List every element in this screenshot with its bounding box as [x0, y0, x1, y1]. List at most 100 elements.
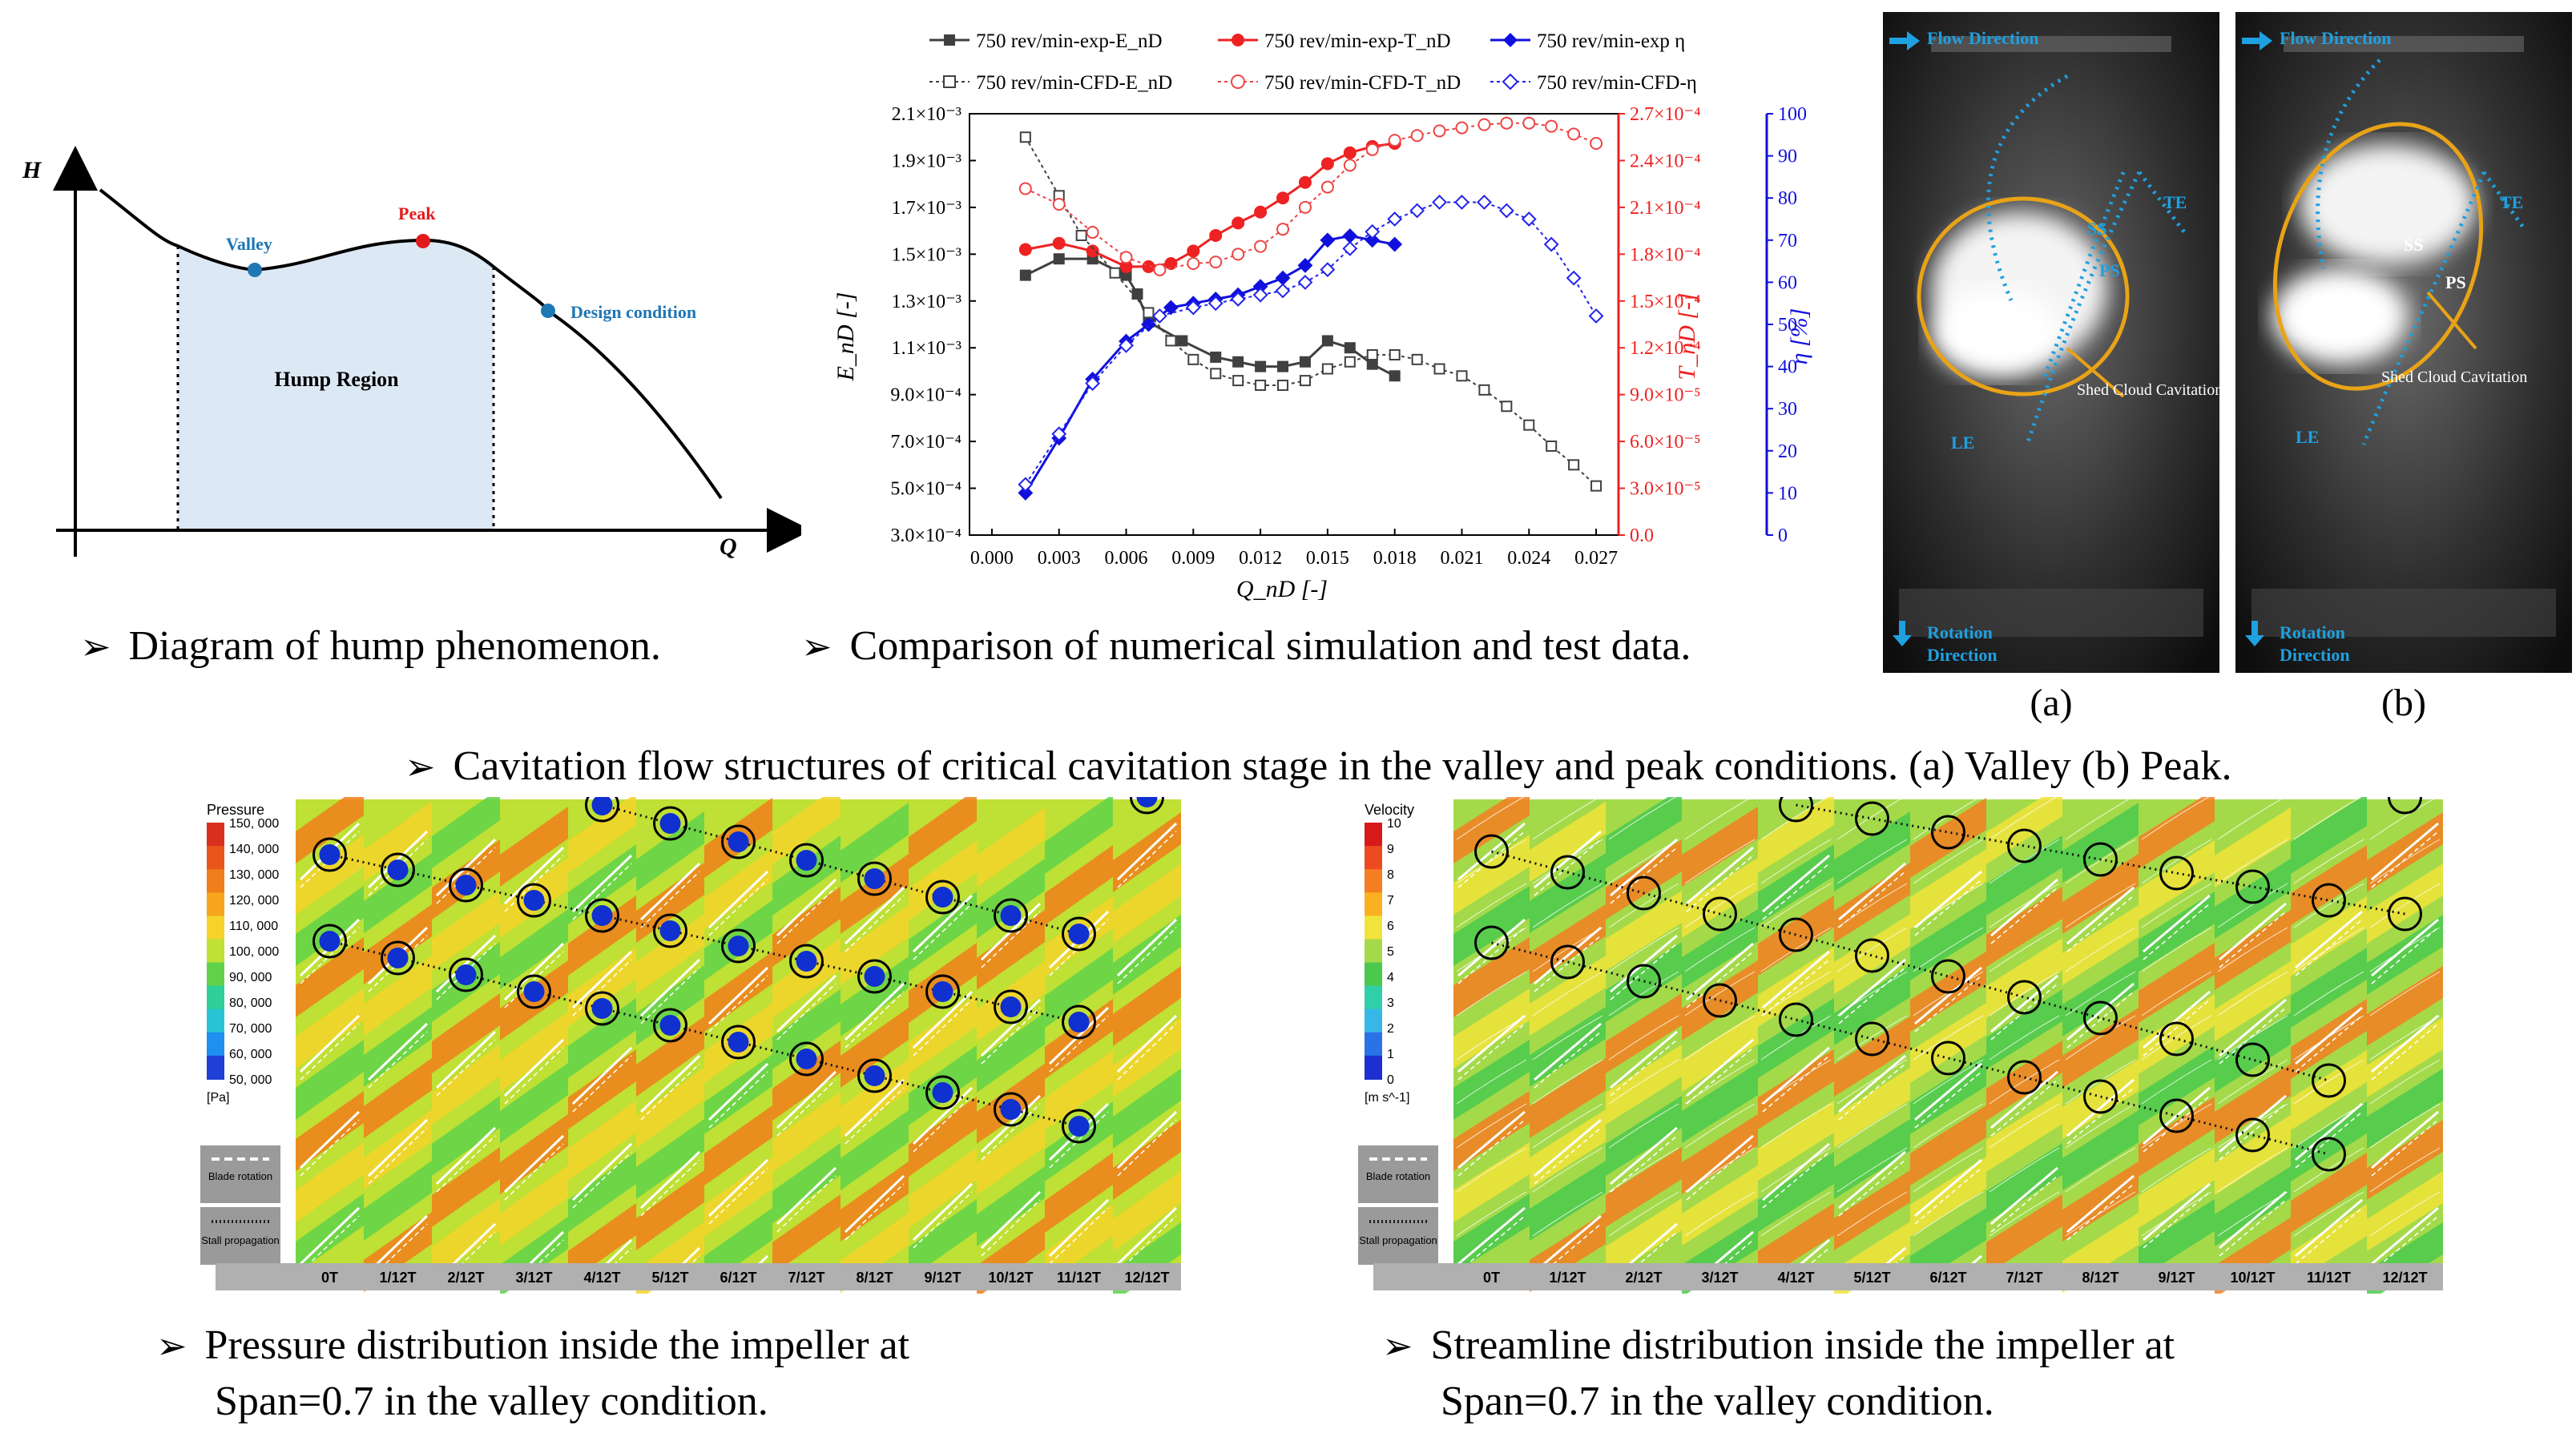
series-3-point: [1389, 348, 1401, 360]
blade: [1534, 1214, 1602, 1274]
series-2-point: [1297, 257, 1313, 273]
stall-cell-marker: [1062, 1109, 1096, 1144]
ss-label: SS: [2087, 219, 2106, 239]
blade: [1457, 1110, 1526, 1169]
colorbar-level: 120, 000: [229, 894, 279, 908]
low-pressure-cell: [1000, 1099, 1022, 1120]
svg-text:750 rev/min-exp-E_nD: 750 rev/min-exp-E_nD: [976, 30, 1163, 52]
series-3-point: [1255, 379, 1267, 391]
series-5-point: [1085, 376, 1101, 392]
colorbar-level: 150, 000: [229, 817, 279, 831]
stall-cell-marker: [2083, 1079, 2118, 1114]
caption-pressure-line2: Span=0.7 in the valley condition.: [215, 1379, 768, 1424]
time-frame: 3/12T: [500, 799, 568, 1294]
blade: [2143, 990, 2211, 1049]
series-line-3: [1024, 136, 1597, 487]
series-5-point: [1151, 308, 1167, 324]
stall-cell-marker: [653, 913, 687, 948]
colorbar-level: 130, 000: [229, 868, 279, 882]
stall-cell-marker: [2235, 1042, 2270, 1077]
time-label: 2/12T: [1625, 1270, 1662, 1286]
y-right2-tick-label: 0: [1778, 525, 1788, 546]
blade: [912, 1182, 974, 1242]
series-1-point: [1232, 216, 1245, 230]
y-right2-tick-label: 80: [1778, 188, 1797, 209]
series-4-point: [1153, 263, 1167, 276]
y-right2-tick-label: 90: [1778, 147, 1797, 167]
series-4-point: [1320, 180, 1334, 194]
time-label: 0T: [1483, 1270, 1500, 1286]
series-4-point: [1477, 118, 1491, 131]
blade: [1914, 870, 1982, 929]
valley-label: Valley: [226, 234, 272, 254]
low-pressure-cell: [932, 887, 953, 908]
series-line-5: [1024, 201, 1597, 485]
stall-cell-marker: [2083, 1000, 2118, 1036]
time-frame: 10/12T: [977, 799, 1045, 1294]
colorbar-level: 4: [1387, 971, 1394, 984]
time-frame: 2/12T: [432, 797, 500, 1290]
blade: [2295, 910, 2363, 969]
series-0-point: [1366, 358, 1378, 370]
x-tick-label: 0.015: [1306, 548, 1349, 569]
low-pressure-cell: [1000, 905, 1022, 926]
stall-track: [1796, 803, 2405, 916]
blade: [2371, 822, 2439, 881]
time-label: 9/12T: [924, 1270, 961, 1286]
colorbar-level: 100, 000: [229, 945, 279, 959]
stall-cell-marker: [789, 1041, 824, 1077]
stall-cell-marker: [1779, 917, 1813, 952]
series-2-point: [1018, 485, 1034, 501]
blade: [299, 1206, 361, 1266]
series-3-point: [1143, 307, 1155, 319]
blade: [912, 990, 974, 1049]
x-tick-label: 0.009: [1171, 548, 1215, 569]
x-tick-label: 0.000: [970, 548, 1014, 569]
colorbar-level: 110, 000: [229, 920, 278, 933]
time-label: 1/12T: [379, 1270, 416, 1286]
time-label: 12/12T: [1124, 1270, 1169, 1286]
y-right2-tick-label: 30: [1778, 399, 1797, 420]
series-line-1: [1025, 142, 1395, 268]
low-pressure-cell: [659, 920, 681, 941]
series-0-point: [1053, 253, 1065, 265]
series-2-point: [1387, 236, 1403, 252]
stall-cell-marker: [585, 797, 619, 823]
stall-cell-marker: [312, 924, 347, 959]
blade: [776, 1166, 837, 1226]
time-label: 0T: [321, 1270, 338, 1286]
stall-cell-marker: [2312, 1063, 2346, 1098]
peak-point: [416, 234, 430, 248]
time-frame: 4/12T: [1758, 797, 1834, 1294]
peak-label: Peak: [398, 203, 436, 223]
series-3-point: [1232, 375, 1244, 387]
y-right1-tick-label: 6.0×10⁻⁵: [1630, 432, 1701, 453]
series-5-point: [1230, 292, 1246, 307]
stall-cell-marker: [517, 883, 551, 918]
series-4-point: [1522, 116, 1536, 130]
colorbar-level: 70, 000: [229, 1022, 272, 1036]
blade: [1914, 966, 1982, 1025]
stall-cell-marker: [2235, 1117, 2270, 1153]
time-label: 7/12T: [788, 1270, 824, 1286]
legend-blade-rotation: Blade rotation: [1366, 1170, 1430, 1182]
blade: [2066, 886, 2135, 945]
y-right2-tick-label: 70: [1778, 231, 1797, 252]
caption-comparison: ➢ Comparison of numerical simulation and …: [801, 621, 1691, 672]
blade: [1762, 950, 1830, 1009]
svg-text:750 rev/min-CFD-E_nD: 750 rev/min-CFD-E_nD: [976, 72, 1172, 94]
series-3-point: [1366, 348, 1378, 360]
y-left-tick-label: 1.3×10⁻³: [892, 292, 961, 312]
series-0-point: [1277, 360, 1289, 372]
stall-cell-marker: [857, 1058, 892, 1093]
stall-cell-marker: [2159, 855, 2194, 891]
blade: [776, 1070, 837, 1129]
colorbar-level: 90, 000: [229, 971, 272, 984]
series-1-point: [1187, 244, 1200, 258]
blade: [1762, 854, 1830, 913]
stall-cell-marker: [1931, 959, 1965, 994]
stall-cell-marker: [1550, 944, 1585, 980]
time-label: 5/12T: [651, 1270, 688, 1286]
blade: [707, 966, 769, 1025]
series-1-point: [1018, 243, 1032, 256]
